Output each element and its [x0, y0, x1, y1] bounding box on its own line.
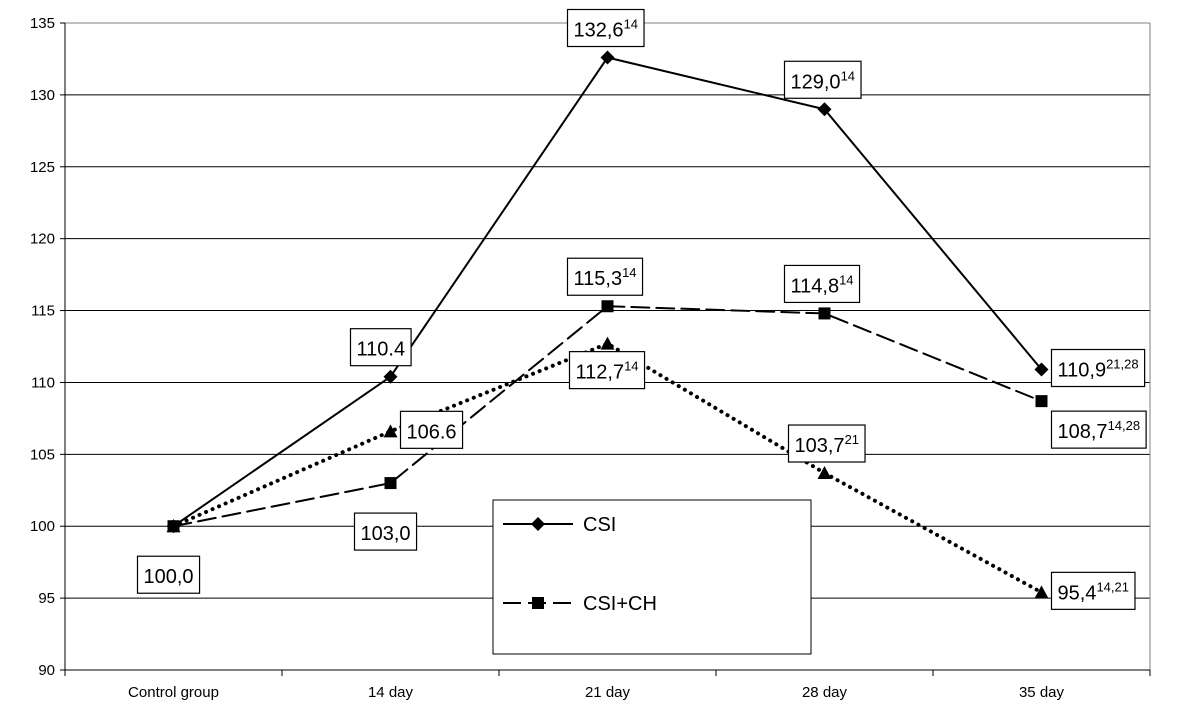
data-label-box [783, 60, 862, 99]
data-label-box [136, 555, 201, 594]
series-line [171, 341, 1044, 595]
data-point [818, 307, 831, 320]
data-label-box [349, 328, 412, 367]
y-tick-label: 120 [30, 231, 55, 248]
data-point [817, 466, 832, 480]
legend-label: CSI [583, 514, 616, 536]
data-label: 103,0 [353, 512, 418, 551]
data-label-box [566, 8, 645, 48]
data-point [600, 50, 615, 65]
y-tick-label: 135 [30, 15, 55, 32]
data-point [383, 369, 398, 384]
legend-item: CSI+CH [503, 593, 657, 615]
y-tick-label: 95 [38, 590, 55, 607]
x-tick-label: 35 day [1019, 684, 1065, 701]
x-tick-label: Control group [128, 684, 219, 701]
data-label-box [399, 410, 464, 449]
data-point [1035, 395, 1048, 408]
data-label-text: 103,0 [361, 523, 411, 545]
data-label: 110,921,28 [1050, 348, 1146, 388]
data-label: 129,014 [783, 60, 862, 99]
legend-item: CSI [503, 514, 616, 536]
data-label-box [568, 351, 646, 390]
legend-marker [531, 517, 545, 531]
y-tick-label: 110 [31, 374, 55, 391]
y-tick-label: 125 [30, 159, 55, 176]
x-tick-label: 21 day [585, 684, 631, 701]
data-point [384, 477, 397, 490]
data-point [817, 102, 832, 117]
data-label: 110.4 [349, 328, 412, 367]
data-label-text: 129,014 [791, 68, 856, 93]
x-tick-label: 14 day [368, 684, 414, 701]
data-label: 132,614 [566, 8, 645, 48]
data-label: 115,314 [566, 257, 644, 296]
data-label: 114,814 [783, 264, 861, 304]
y-tick-label: 115 [31, 303, 55, 320]
data-label: 112,714 [568, 351, 646, 390]
data-label-box [787, 424, 866, 463]
data-label-text: 106.6 [407, 421, 457, 443]
legend-marker [532, 597, 544, 609]
data-point [166, 519, 181, 534]
data-label: 103,721 [787, 424, 866, 463]
data-point [600, 336, 615, 350]
data-label: 108,714,28 [1050, 410, 1147, 449]
data-label-box [1050, 571, 1136, 610]
data-label-text: 100,0 [144, 566, 194, 588]
y-tick-label: 90 [38, 662, 55, 679]
legend-box [492, 499, 812, 655]
y-tick-label: 130 [30, 87, 55, 104]
data-label: 106.6 [399, 410, 464, 449]
data-point [1034, 585, 1049, 599]
data-label-box [1050, 348, 1146, 388]
x-tick-label: 28 day [802, 684, 848, 701]
data-label: 95,414,21 [1050, 571, 1136, 610]
data-label-text: 110.4 [357, 339, 406, 361]
data-label-box [566, 257, 644, 296]
data-label-text: 108,714,28 [1058, 418, 1141, 443]
data-label-box [353, 512, 418, 551]
data-label-box [783, 264, 861, 304]
data-label: 100,0 [136, 555, 201, 594]
data-point [601, 300, 614, 313]
y-tick-label: 105 [30, 446, 55, 463]
legend-label: CSI+CH [583, 593, 657, 615]
y-tick-label: 100 [30, 518, 55, 535]
data-point [383, 424, 398, 438]
data-label-box [1050, 410, 1147, 449]
data-point [1034, 362, 1049, 377]
